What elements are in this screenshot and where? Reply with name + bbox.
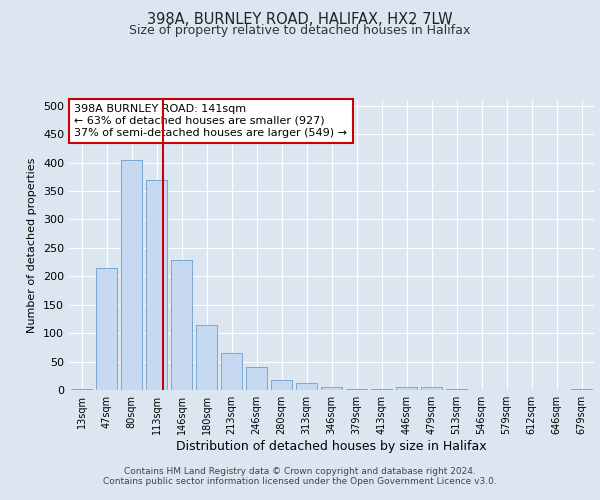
Bar [196,324,217,390]
Bar [421,386,442,390]
Bar [171,260,192,390]
Y-axis label: Number of detached properties: Number of detached properties [28,158,37,332]
Bar [446,389,467,390]
X-axis label: Distribution of detached houses by size in Halifax: Distribution of detached houses by size … [176,440,487,453]
Bar [371,389,392,390]
Text: Contains HM Land Registry data © Crown copyright and database right 2024.: Contains HM Land Registry data © Crown c… [124,467,476,476]
Bar [271,380,292,390]
Bar [321,386,342,390]
Bar [221,353,242,390]
Bar [571,389,592,390]
Bar [346,389,367,390]
Bar [146,180,167,390]
Text: 398A BURNLEY ROAD: 141sqm
← 63% of detached houses are smaller (927)
37% of semi: 398A BURNLEY ROAD: 141sqm ← 63% of detac… [74,104,347,138]
Bar [246,368,267,390]
Text: 398A, BURNLEY ROAD, HALIFAX, HX2 7LW: 398A, BURNLEY ROAD, HALIFAX, HX2 7LW [147,12,453,28]
Bar [71,389,92,390]
Bar [396,386,417,390]
Bar [121,160,142,390]
Bar [96,268,117,390]
Text: Contains public sector information licensed under the Open Government Licence v3: Contains public sector information licen… [103,477,497,486]
Text: Size of property relative to detached houses in Halifax: Size of property relative to detached ho… [130,24,470,37]
Bar [296,383,317,390]
